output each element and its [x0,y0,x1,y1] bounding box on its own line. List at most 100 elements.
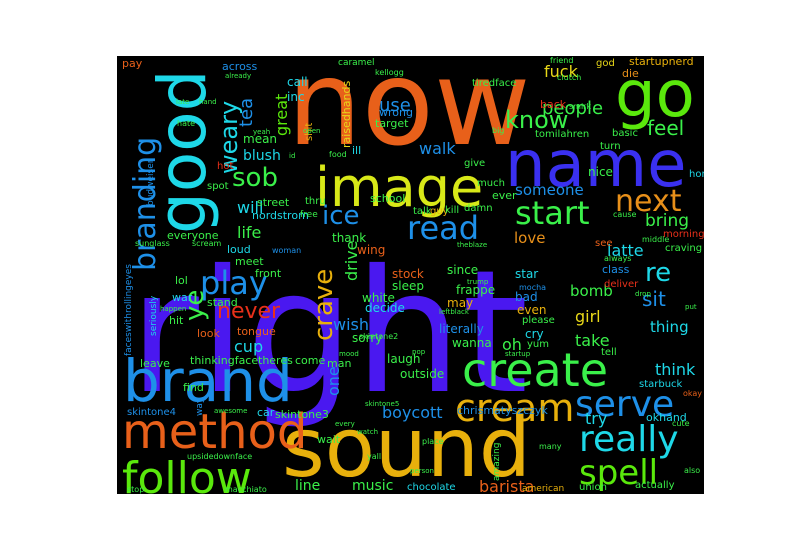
word-call: call [287,75,308,89]
word-wrong: wrong [379,106,413,119]
word-open: open [303,127,320,135]
word-wanna: wanna [452,336,492,350]
word-spell: spell [579,453,658,493]
word-music: music [352,478,393,494]
word-may: may [447,296,473,310]
word-stop: stop [127,485,144,494]
word-pay: pay [122,57,143,70]
word-ill: ill [352,144,361,157]
word-sob: sob [232,163,278,193]
word-id: id [289,152,295,160]
word-person: person [410,467,434,475]
word-love: love [514,229,545,247]
word-happen: happen [160,305,186,313]
word-late: late [176,98,189,106]
word-middle: middle [642,235,669,244]
word-drop: drop [635,290,651,298]
word-theres: theres [258,354,293,367]
word-clutch: clutch [557,73,581,82]
word-inc: inc [287,90,305,104]
word-now: now [287,56,531,172]
word-tiredface: tiredface [472,78,516,89]
word-faceswithrollingeyes: faceswithrollingeyes [124,264,134,356]
word-yall: yall [367,452,381,461]
word-cream: cream [455,386,574,430]
word-bomb: bomb [570,282,613,300]
word-deliver: deliver [604,279,639,290]
word-drive: drive [342,241,361,282]
word-life: life [237,223,261,242]
word-people: people [542,98,603,119]
word-back: back [540,98,567,111]
word-leave: leave [140,357,170,370]
word-many: many [539,442,562,451]
word-even: even [517,303,546,317]
word-since: since [447,263,478,277]
word-stock: stock [392,267,424,281]
word-pop: pop [412,348,426,356]
word-wish: wish [333,315,369,334]
word-thru: thru [305,196,326,207]
word-feel: feel [647,116,684,140]
word-chrismatyszczyk: chrismatyszczyk [457,404,548,417]
word-die: die [622,67,639,80]
word-tell: tell [601,347,617,358]
word-bad: bad [515,290,538,304]
word-morning: morning [663,229,704,240]
word-woman: woman [272,246,301,255]
word-seriously: seriously [149,295,159,336]
word-smirk: smirk [569,102,591,111]
word-thinkingface: thinkingface [190,354,258,367]
word-macchiato: macchiato [225,485,267,494]
word-hand: hand [199,98,217,106]
word-ever: ever [492,189,517,202]
word-every: every [335,420,355,428]
word-american: american [522,484,564,494]
word-create: create [462,343,608,397]
word-raisedhands: raisedhands [340,81,353,148]
word-blush: blush [243,148,281,164]
word-startup: startup [505,350,531,358]
word-place: place [422,437,444,446]
word-startupnerd: startupnerd [629,56,694,68]
word-scream: scream [192,239,222,248]
word-put: put [685,303,697,311]
word-chocolate: chocolate [407,482,456,493]
word-crave: crave [309,269,339,341]
word-talk: talk [413,206,432,217]
word-boycott: boycott [382,403,443,422]
word-mean: mean [243,132,277,146]
word-budweiser: budweiser [146,159,156,206]
word-skintone2: skintone2 [359,332,398,341]
word-kellogg: kellogg [375,68,404,77]
word-someone: someone [515,181,584,199]
word-cute: cute [672,419,690,428]
word-meet: meet [235,255,264,268]
word-great: great [272,94,291,136]
word-look: look [197,327,221,340]
word-street: street [257,196,290,209]
word-really: really [579,419,679,460]
word-war: war [172,291,193,304]
word-also: also [684,466,700,475]
word-girl: girl [575,307,601,326]
word-next: next [615,184,682,219]
word-star: star [515,267,538,281]
word-damn: damn [464,203,493,214]
word-food: food [329,150,347,159]
word-find: find [183,381,204,394]
word-nice: nice [588,165,613,179]
word-outside: outside [400,367,444,381]
word-awesome: awesome [214,407,247,415]
word-car: car [257,406,275,419]
word-start: start [515,194,590,232]
word-trump: trump [467,278,489,286]
word-tongue: tongue [237,325,276,338]
word-class: class [602,263,630,276]
word-caramel: caramel [338,58,374,68]
word-theblaze: theblaze [457,241,487,249]
word-mocha: mocha [519,283,546,292]
word-brand: brand [123,347,293,415]
word-god: god [596,58,615,69]
word-follow: follow [122,453,252,494]
